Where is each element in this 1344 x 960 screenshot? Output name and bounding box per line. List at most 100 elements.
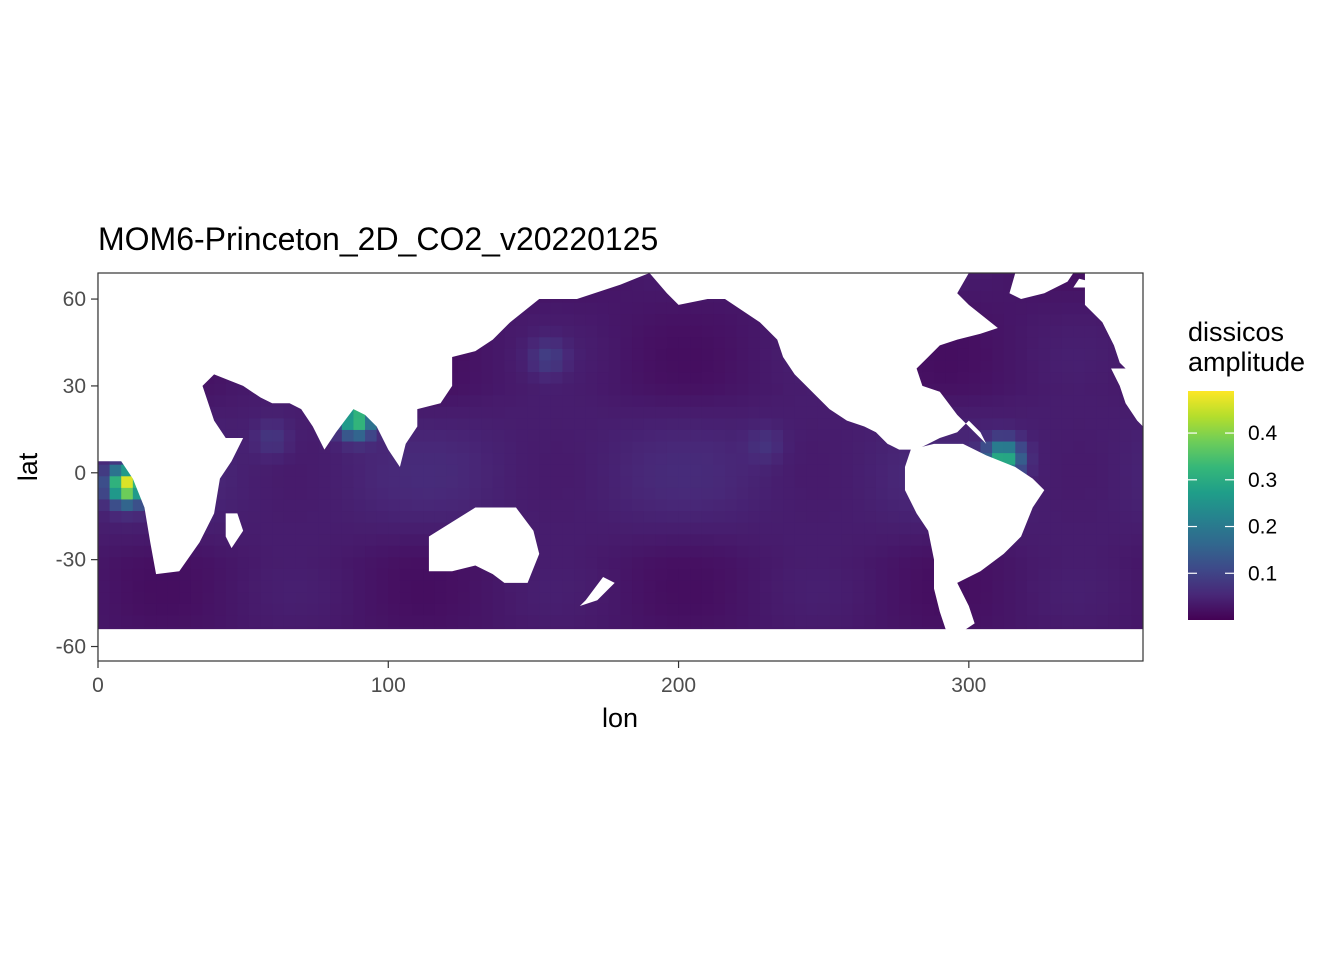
field-cell <box>550 464 564 477</box>
field-cell <box>841 568 854 581</box>
field-cell <box>701 394 714 407</box>
field-cell <box>98 522 111 535</box>
field-cell <box>701 475 714 488</box>
field-cell <box>725 394 738 407</box>
field-cell <box>1096 371 1109 384</box>
field-cell <box>771 371 784 384</box>
field-cell <box>562 313 575 326</box>
field-cell <box>574 568 587 581</box>
field-cell <box>725 313 738 326</box>
field-cell <box>574 440 587 454</box>
field-cell <box>678 417 691 430</box>
field-cell <box>318 522 331 535</box>
field-cell <box>1073 313 1086 326</box>
field-cell <box>608 556 622 569</box>
field-cell <box>574 429 587 442</box>
field-cell <box>295 417 308 430</box>
field-cell <box>272 579 285 593</box>
field-cell <box>1050 591 1063 604</box>
field-cell <box>806 417 819 430</box>
field-cell <box>748 603 761 616</box>
field-cell <box>388 545 401 558</box>
field-cell <box>632 579 645 593</box>
field-cell <box>899 533 912 546</box>
field-cell <box>434 498 447 512</box>
field-cell <box>701 406 714 419</box>
field-cell <box>423 591 436 604</box>
field-cell <box>1131 464 1143 477</box>
field-cell <box>109 568 122 581</box>
field-cell <box>585 348 598 361</box>
field-cell <box>643 336 656 349</box>
field-cell <box>771 452 784 465</box>
field-cell <box>1131 452 1143 465</box>
field-cell <box>574 498 587 512</box>
field-cell <box>980 568 993 581</box>
field-cell <box>980 278 993 291</box>
field-cell <box>875 452 889 465</box>
field-cell <box>423 614 436 627</box>
field-cell <box>237 510 250 523</box>
field-cell <box>516 440 529 454</box>
field-cell <box>260 498 273 512</box>
field-cell <box>608 498 622 512</box>
field-cell <box>469 417 482 430</box>
field-cell <box>829 522 842 535</box>
field-cell <box>248 522 262 535</box>
field-cell <box>516 579 529 593</box>
field-cell <box>330 545 343 558</box>
field-cell <box>492 614 505 627</box>
x-axis: 0 100 200 300 <box>92 661 986 697</box>
field-cell <box>562 464 575 477</box>
field-cell <box>539 394 552 407</box>
field-cell <box>620 417 633 430</box>
field-cell <box>725 579 738 593</box>
field-cell <box>341 452 355 465</box>
field-cell <box>1003 336 1016 349</box>
field-cell <box>666 406 680 419</box>
field-cell <box>1073 273 1086 280</box>
field-cell <box>1073 336 1086 349</box>
field-cell <box>214 383 227 396</box>
field-cell <box>748 440 761 454</box>
field-cell <box>492 487 505 500</box>
field-cell <box>272 452 285 465</box>
field-cell <box>1038 301 1051 315</box>
field-cell <box>98 556 111 569</box>
field-cell <box>725 440 738 454</box>
field-cell <box>608 452 622 465</box>
field-cell <box>283 533 296 546</box>
field-cell <box>562 556 575 569</box>
field-cell <box>307 579 320 593</box>
field-cell <box>852 603 865 616</box>
field-cell <box>1061 325 1074 338</box>
field-cell <box>1003 568 1016 581</box>
field-cell <box>736 406 749 419</box>
field-cell <box>527 348 540 361</box>
field-cell <box>1084 568 1098 581</box>
field-cell <box>678 545 691 558</box>
field-cell <box>248 487 262 500</box>
field-cell <box>504 591 517 604</box>
legend-tick-label: 0.4 <box>1248 422 1278 445</box>
field-cell <box>713 348 726 361</box>
field-cell <box>585 533 598 546</box>
field-cell <box>736 336 749 349</box>
field-cell <box>1026 579 1040 593</box>
field-cell <box>341 440 355 454</box>
field-cell <box>875 498 889 512</box>
field-cell <box>1119 475 1132 488</box>
field-cell <box>608 464 622 477</box>
field-cell <box>527 452 540 465</box>
field-cell <box>1050 533 1063 546</box>
field-cell <box>365 556 378 569</box>
field-cell <box>1038 336 1051 349</box>
field-cell <box>632 510 645 523</box>
field-cell <box>516 614 529 627</box>
field-cell <box>1061 568 1074 581</box>
field-cell <box>411 510 424 523</box>
field-cell <box>783 417 796 430</box>
field-cell <box>643 371 656 384</box>
field-cell <box>864 510 877 523</box>
